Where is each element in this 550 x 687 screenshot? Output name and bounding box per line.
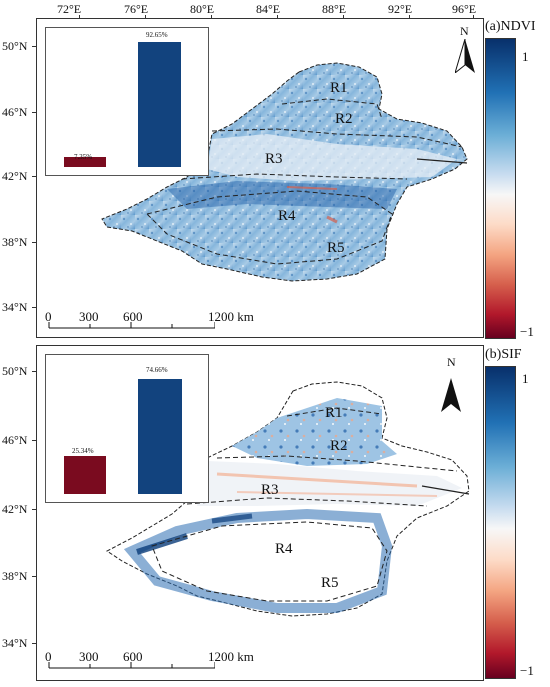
lat-tick: 42°N: [2, 169, 28, 183]
xinjiang-sif-map: [106, 381, 470, 617]
north-label: N: [447, 355, 456, 369]
colorbar-max: 1: [522, 49, 529, 64]
xinjiang-ndvi-map: [101, 62, 468, 282]
colorbar-min: −1: [520, 324, 534, 339]
colorbar-min: −1: [520, 663, 534, 678]
north-arrow-icon: [455, 39, 475, 73]
region-label-r1: R1: [325, 405, 343, 421]
scale-label: 0: [45, 309, 52, 324]
colorbar-ndvi: [485, 38, 516, 339]
lat-tick: 42°N: [2, 502, 28, 516]
colorbar-max: 1: [522, 371, 529, 386]
colorbar-title-sif: (b)SIF: [485, 347, 522, 362]
sif-map-panel: R1 R2 R3 R4 R5 25.34% 74.66% N 0 300 600…: [36, 345, 484, 681]
region-label-r4: R4: [275, 541, 293, 557]
bar-label-negative: 25.34%: [72, 447, 94, 455]
lat-tick: 34°N: [2, 636, 28, 650]
lon-tick: 80°E: [190, 2, 215, 16]
lat-tick: 46°N: [2, 105, 28, 119]
region-label-r1: R1: [330, 80, 348, 96]
bar-negative: [64, 157, 106, 167]
lon-tick: 96°E: [452, 2, 477, 16]
lat-tick: 46°N: [2, 433, 28, 447]
scale-label: 0: [45, 649, 52, 664]
north-label: N: [460, 24, 469, 38]
scale-bar: [45, 652, 215, 674]
region-label-r3: R3: [265, 151, 283, 167]
lat-tick: 50°N: [2, 364, 28, 378]
region-label-r2: R2: [335, 111, 353, 127]
lon-tick: 92°E: [388, 2, 413, 16]
scale-bar: [45, 312, 215, 334]
inset-bar-chart: 7.35% 92.65%: [45, 27, 209, 176]
lat-tick: 50°N: [2, 39, 28, 53]
lon-tick: 84°E: [256, 2, 281, 16]
region-label-r5: R5: [321, 575, 339, 591]
scale-label: 300: [79, 309, 99, 324]
bar-label-positive: 92.65%: [146, 31, 168, 39]
scale-label: 1200 km: [208, 649, 254, 664]
scale-label: 300: [79, 649, 99, 664]
lon-tick: 88°E: [322, 2, 347, 16]
colorbar-title-ndvi: (a)NDVI: [485, 19, 536, 34]
lat-tick: 34°N: [2, 300, 28, 314]
north-arrow-icon: [441, 378, 461, 412]
lon-tick: 76°E: [124, 2, 149, 16]
lon-tick: 72°E: [57, 2, 82, 16]
region-label-r4: R4: [278, 208, 296, 224]
scale-label: 600: [123, 649, 143, 664]
lat-tick: 38°N: [2, 235, 28, 249]
bar-label-negative: 7.35%: [74, 153, 93, 161]
inset-bar-chart: 25.34% 74.66%: [45, 354, 209, 503]
colorbar-sif: [485, 366, 516, 679]
scale-label: 1200 km: [208, 309, 254, 324]
lat-tick: 38°N: [2, 569, 28, 583]
scale-label: 600: [123, 309, 143, 324]
bar-positive: [138, 42, 181, 167]
region-label-r3: R3: [261, 482, 279, 498]
region-label-r5: R5: [327, 240, 345, 256]
ndvi-map-panel: R1 R2 R3 R4 R5 7.35% 92.65% N 0 300 600 …: [36, 18, 484, 338]
region-label-r2: R2: [330, 438, 348, 454]
bar-positive: [138, 379, 182, 494]
bar-label-positive: 74.66%: [146, 366, 168, 374]
bar-negative: [64, 456, 106, 494]
